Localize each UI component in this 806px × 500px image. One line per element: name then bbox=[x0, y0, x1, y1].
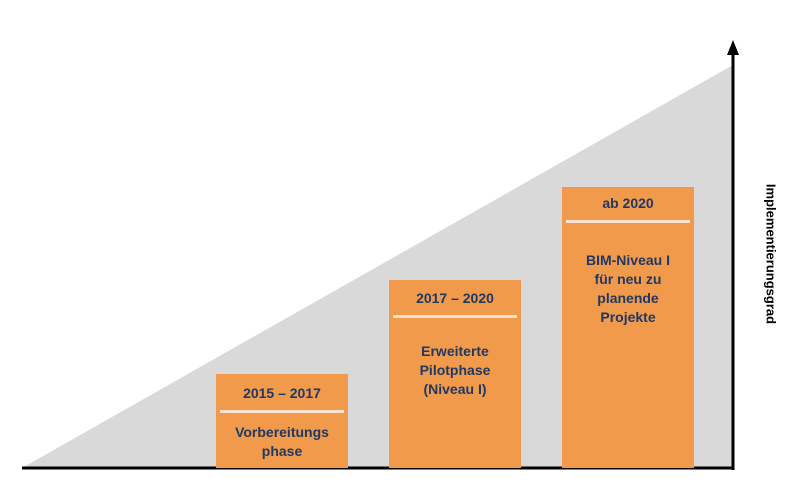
phase-box-bim-level: ab 2020 BIM-Niveau I für neu zu planende… bbox=[562, 187, 694, 468]
phase-divider bbox=[566, 220, 690, 223]
phase-box-pilot: 2017 – 2020 Erweiterte Pilotphase (Nivea… bbox=[389, 280, 521, 468]
y-axis-arrowhead bbox=[727, 40, 739, 55]
y-axis-label: Implementierungsgrad bbox=[763, 183, 779, 325]
phase-divider bbox=[393, 315, 517, 318]
phase-period-label: ab 2020 bbox=[602, 195, 654, 211]
phase-description: BIM-Niveau I für neu zu planende Projekt… bbox=[585, 252, 670, 325]
phase-period-label: 2015 – 2017 bbox=[243, 385, 321, 401]
phase-period-label: 2017 – 2020 bbox=[416, 290, 494, 306]
phase-divider bbox=[220, 410, 344, 413]
phase-box-preparation: 2015 – 2017 Vorbereitungs phase bbox=[216, 374, 348, 468]
phase-description: Vorbereitungs phase bbox=[235, 424, 329, 459]
growth-triangle bbox=[22, 65, 733, 468]
phase-description: Erweiterte Pilotphase (Niveau I) bbox=[419, 343, 491, 397]
